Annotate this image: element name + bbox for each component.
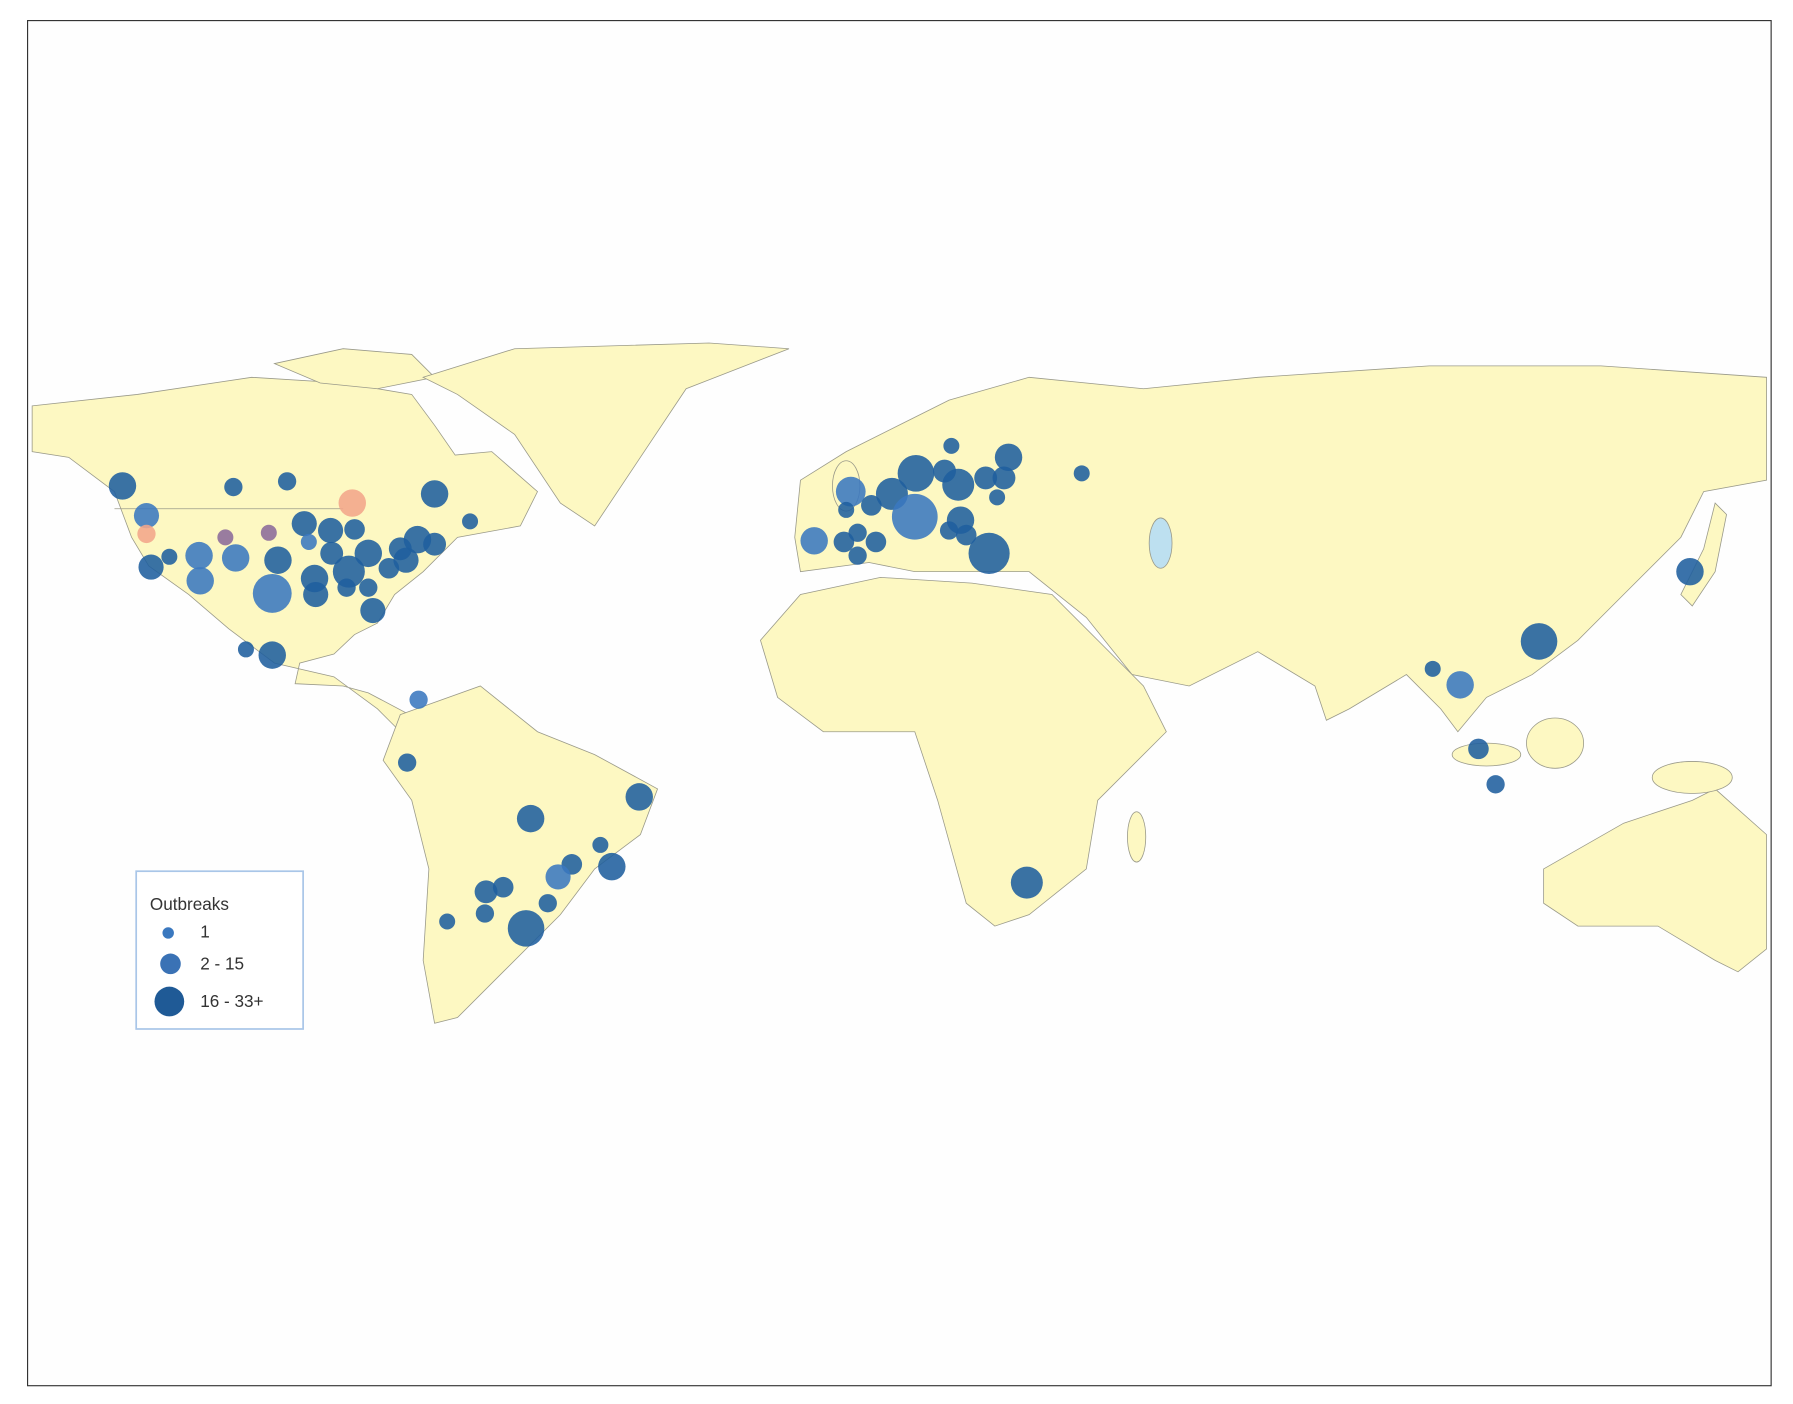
outbreak-marker (217, 529, 234, 546)
legend: Outbreaks 1 2 - 15 16 - 33+ (135, 870, 304, 1030)
outbreak-marker (1520, 623, 1558, 660)
outbreak-marker (475, 904, 495, 923)
outbreak-marker (439, 913, 456, 930)
greenland (422, 342, 790, 527)
outbreak-marker (848, 523, 867, 542)
outbreak-marker (865, 531, 887, 553)
legend-symbol (160, 953, 181, 975)
outbreak-marker (260, 524, 277, 541)
outbreak-marker (538, 894, 557, 913)
outbreak-marker (1486, 775, 1505, 794)
caspian-sea (1148, 517, 1173, 569)
outbreak-marker (344, 519, 365, 540)
outbreak-marker (423, 532, 447, 556)
outbreak-marker (237, 641, 254, 658)
outbreak-marker (974, 466, 998, 490)
outbreak-marker (838, 501, 855, 518)
outbreak-marker (474, 880, 498, 904)
outbreak-marker (598, 852, 626, 881)
outbreak-marker (1073, 465, 1090, 482)
legend-label: 1 (200, 921, 210, 941)
outbreak-marker (133, 503, 160, 529)
outbreak-marker (1446, 671, 1474, 699)
outbreak-marker (332, 555, 365, 588)
outbreak-marker (303, 581, 329, 608)
outbreak-marker (161, 548, 178, 565)
new-guinea (1651, 761, 1733, 794)
outbreak-marker (185, 541, 213, 570)
outbreak-marker (252, 573, 292, 613)
outbreak-marker (138, 554, 164, 580)
australia (1543, 788, 1767, 973)
outbreak-marker (955, 524, 977, 546)
outbreak-marker (221, 544, 250, 572)
outbreak-marker (1010, 866, 1043, 899)
outbreak-marker (968, 532, 1010, 574)
outbreak-marker (1676, 557, 1704, 586)
markers (108, 437, 1704, 947)
outbreak-marker (258, 641, 286, 669)
outbreak-marker (507, 910, 545, 947)
outbreak-marker (833, 531, 855, 553)
outbreak-marker (943, 437, 960, 454)
outbreak-marker (277, 472, 297, 491)
outbreak-marker (338, 489, 366, 517)
outbreak-marker (994, 443, 1023, 472)
outbreak-marker (942, 468, 975, 501)
outbreak-marker (861, 495, 882, 516)
outbreak-marker (320, 541, 344, 565)
outbreak-marker (835, 476, 866, 507)
outbreak-marker (848, 546, 867, 565)
outbreak-marker (264, 546, 292, 574)
legend-label: 16 - 33+ (200, 991, 263, 1011)
outbreak-marker (897, 455, 935, 492)
outbreak-marker (337, 578, 356, 597)
outbreak-marker (800, 527, 828, 555)
outbreak-marker (1424, 660, 1441, 677)
outbreak-marker (462, 513, 479, 530)
outbreak-marker (992, 466, 1016, 490)
outbreak-marker (409, 690, 428, 709)
legend-label: 2 - 15 (200, 953, 244, 973)
outbreak-marker (224, 477, 243, 497)
outbreak-marker (291, 511, 317, 537)
outbreak-marker (1468, 738, 1489, 760)
legend-symbol (162, 927, 174, 939)
outbreak-marker (186, 567, 214, 595)
legend-title: Outbreaks (150, 894, 229, 914)
outbreak-marker (891, 493, 938, 540)
outbreak-marker (317, 517, 344, 544)
outbreak-marker (420, 480, 449, 508)
outbreak-marker (393, 547, 419, 573)
madagascar (1127, 811, 1147, 863)
outbreak-marker (137, 524, 156, 544)
africa (759, 576, 1167, 927)
outbreak-marker (592, 836, 609, 853)
outbreak-marker (545, 864, 571, 890)
legend-symbol (154, 986, 185, 1017)
outbreak-marker (359, 578, 378, 597)
outbreak-marker (300, 533, 317, 550)
outbreak-marker (939, 521, 959, 540)
outbreak-marker (108, 472, 137, 500)
outbreak-marker (492, 876, 514, 898)
outbreak-marker (354, 539, 383, 568)
borneo (1526, 717, 1585, 769)
outbreak-marker (360, 597, 386, 624)
land (31, 342, 1767, 1024)
outbreak-marker (398, 753, 417, 772)
outbreak-marker (989, 489, 1006, 506)
outbreak-marker (625, 783, 653, 811)
outbreak-marker (516, 804, 545, 833)
